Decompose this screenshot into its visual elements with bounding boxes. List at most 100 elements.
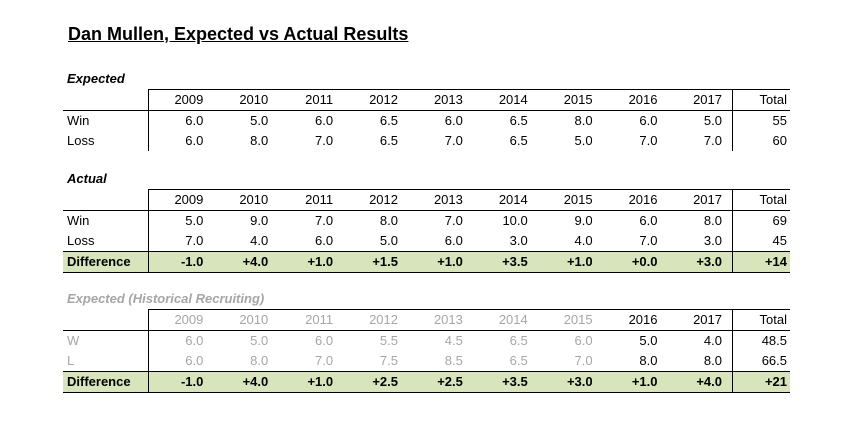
table-row: L 6.0 8.0 7.0 7.5 8.5 6.5 7.0 8.0 8.0 66… — [63, 351, 790, 372]
cell: 7.0 — [315, 213, 334, 228]
total-header: Total — [732, 309, 790, 331]
cell: +3.5 — [472, 371, 538, 393]
cell: 7.0 — [574, 353, 593, 368]
year-header: 2012 — [343, 189, 408, 211]
year-header: 2016 — [602, 189, 668, 211]
table-row: W 6.0 5.0 6.0 5.5 4.5 6.5 6.0 5.0 4.0 48… — [63, 330, 790, 351]
cell: +1.0 — [408, 251, 473, 273]
cell: 8.0 — [703, 353, 722, 368]
cell: 8.5 — [444, 353, 463, 368]
cell: -1.0 — [148, 371, 214, 393]
section-label-expected: Expected — [67, 71, 125, 86]
cell: 6.0 — [639, 213, 658, 228]
cell: 6.0 — [639, 113, 658, 128]
cell: +1.5 — [343, 251, 408, 273]
cell: +1.0 — [278, 251, 344, 273]
cell: 6.5 — [379, 133, 398, 148]
cell: 4.0 — [250, 233, 269, 248]
cell: 6.0 — [315, 113, 334, 128]
cell: +3.5 — [472, 251, 538, 273]
total-cell: +14 — [732, 251, 790, 273]
header-blank — [63, 89, 149, 111]
cell: 7.0 — [444, 213, 463, 228]
row-label: Difference — [63, 251, 149, 273]
year-header: 2009 — [148, 309, 214, 331]
cell: 6.5 — [509, 333, 528, 348]
cell: 6.5 — [509, 353, 528, 368]
cell: 7.5 — [379, 353, 398, 368]
actual-table: 2009 2010 2011 2012 2013 2014 2015 2016 … — [63, 189, 790, 273]
row-label: Loss — [63, 131, 149, 151]
year-header: 2013 — [408, 309, 473, 331]
table-row: Loss 6.0 8.0 7.0 6.5 7.0 6.5 5.0 7.0 7.0… — [63, 131, 790, 151]
cell: 5.0 — [379, 233, 398, 248]
cell: 6.0 — [185, 133, 204, 148]
total-header: Total — [732, 89, 790, 111]
historical-table: 2009 2010 2011 2012 2013 2014 2015 2016 … — [63, 309, 790, 393]
cell: 7.0 — [315, 133, 334, 148]
section-label-actual: Actual — [67, 171, 107, 186]
section-label-historical: Expected (Historical Recruiting) — [67, 291, 265, 306]
cell: 6.0 — [315, 233, 334, 248]
header-row: 2009 2010 2011 2012 2013 2014 2015 2016 … — [63, 189, 790, 211]
cell: 6.5 — [509, 113, 528, 128]
cell: 10.0 — [502, 213, 528, 228]
cell: 8.0 — [379, 213, 398, 228]
cell: +2.5 — [343, 371, 408, 393]
cell: 5.5 — [379, 333, 398, 348]
header-blank — [63, 189, 149, 211]
year-header: 2010 — [213, 189, 279, 211]
cell: +1.0 — [278, 371, 344, 393]
year-header: 2017 — [667, 309, 733, 331]
cell: 6.0 — [444, 233, 463, 248]
cell: 6.0 — [444, 113, 463, 128]
difference-row: Difference -1.0 +4.0 +1.0 +1.5 +1.0 +3.5… — [63, 251, 790, 273]
total-cell: 69 — [732, 210, 790, 231]
cell: +2.5 — [408, 371, 473, 393]
year-header: 2010 — [213, 309, 279, 331]
header-row: 2009 2010 2011 2012 2013 2014 2015 2016 … — [63, 89, 790, 111]
total-cell: 45 — [732, 231, 790, 252]
row-label: Win — [63, 210, 149, 231]
cell: +1.0 — [537, 251, 603, 273]
cell: 4.0 — [574, 233, 593, 248]
year-header: 2014 — [472, 189, 538, 211]
cell: 8.0 — [250, 353, 269, 368]
cell: 5.0 — [185, 213, 204, 228]
cell: +4.0 — [213, 251, 279, 273]
cell: 6.0 — [574, 333, 593, 348]
cell: 7.0 — [315, 353, 334, 368]
table-row: Win 5.0 9.0 7.0 8.0 7.0 10.0 9.0 6.0 8.0… — [63, 210, 790, 231]
cell: 7.0 — [444, 133, 463, 148]
year-header: 2015 — [537, 189, 603, 211]
total-cell: 55 — [732, 110, 790, 131]
cell: 5.0 — [639, 333, 658, 348]
cell: 7.0 — [703, 133, 722, 148]
cell: 7.0 — [639, 233, 658, 248]
year-header: 2009 — [148, 89, 214, 111]
difference-row: Difference -1.0 +4.0 +1.0 +2.5 +2.5 +3.5… — [63, 371, 790, 393]
cell: 8.0 — [639, 353, 658, 368]
expected-table: 2009 2010 2011 2012 2013 2014 2015 2016 … — [63, 89, 790, 151]
row-label: L — [63, 351, 149, 372]
cell: 5.0 — [250, 333, 269, 348]
cell: 7.0 — [639, 133, 658, 148]
row-label: Win — [63, 110, 149, 131]
year-header: 2010 — [213, 89, 279, 111]
cell: 4.0 — [703, 333, 722, 348]
year-header: 2012 — [343, 89, 408, 111]
year-header: 2017 — [667, 189, 733, 211]
year-header: 2013 — [408, 89, 473, 111]
cell: 6.0 — [185, 333, 204, 348]
row-label: Difference — [63, 371, 149, 393]
cell: -1.0 — [148, 251, 214, 273]
table-row: Win 6.0 5.0 6.0 6.5 6.0 6.5 8.0 6.0 5.0 … — [63, 110, 790, 131]
row-label: Loss — [63, 231, 149, 252]
cell: 9.0 — [574, 213, 593, 228]
year-header: 2015 — [537, 89, 603, 111]
page-title: Dan Mullen, Expected vs Actual Results — [68, 24, 409, 44]
cell: 8.0 — [574, 113, 593, 128]
cell: 5.0 — [574, 133, 593, 148]
total-cell: +21 — [732, 371, 790, 393]
row-label: W — [63, 330, 149, 351]
